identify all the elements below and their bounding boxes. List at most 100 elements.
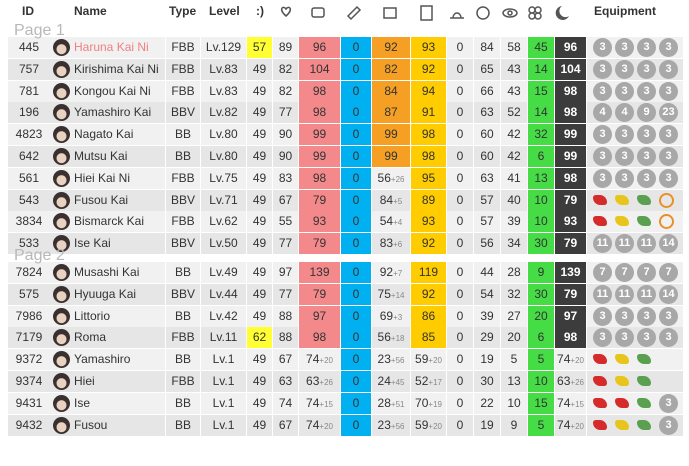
- ship-type: FBB: [166, 167, 200, 189]
- stat-base: 63: [557, 374, 571, 388]
- stat-bonus: +20: [319, 421, 333, 431]
- stat-cell: 93: [411, 211, 446, 233]
- stat-bonus: +26: [390, 174, 405, 184]
- stat-cell: 0: [341, 283, 371, 305]
- avatar: [53, 39, 70, 56]
- stat-cell: 49: [247, 349, 272, 371]
- page-label: Page 1: [14, 22, 65, 39]
- stat-base: 74: [306, 352, 320, 367]
- stat-cell: 10: [501, 392, 527, 414]
- avatar-cell: [50, 283, 72, 305]
- stat-cell: 0: [341, 349, 371, 371]
- stat-cell: 79: [299, 233, 340, 255]
- equipment-slot: 7: [593, 263, 612, 282]
- equipment-slot: 3: [659, 59, 678, 79]
- ship-type: BB: [166, 124, 200, 146]
- stat-cell: 52: [501, 102, 527, 124]
- stat-cell: 92: [411, 58, 446, 80]
- stat-cell: 67: [273, 414, 298, 436]
- header-equipment[interactable]: Equipment: [594, 4, 656, 18]
- ship-level: Lv.11: [201, 327, 246, 349]
- stat-cell: 15: [528, 80, 554, 102]
- stat-cell: 22: [474, 392, 500, 414]
- avatar: [53, 329, 70, 347]
- equipment-icon: [615, 419, 629, 430]
- stat-cell: 49: [247, 80, 272, 102]
- stat-cell: 63: [474, 102, 500, 124]
- ship-level: Lv.49: [201, 262, 246, 283]
- ship-id: 781: [8, 80, 50, 102]
- stat-cell: 89: [273, 37, 298, 58]
- stat-cell: 77: [273, 102, 298, 124]
- equipment-slot: 7: [615, 263, 634, 282]
- ship-type: BB: [166, 392, 200, 414]
- stat-bonus: +20: [319, 356, 333, 366]
- stat-cell: 79: [555, 233, 586, 255]
- avatar: [53, 235, 70, 253]
- stat-cell: 45: [528, 37, 554, 58]
- stat-bonus: +5: [393, 196, 403, 206]
- stat-base: 59: [415, 417, 429, 432]
- equipment-cell: [587, 189, 683, 211]
- ship-id: 561: [8, 167, 50, 189]
- ship-name: Roma: [72, 327, 165, 349]
- ship-id: 9374: [8, 371, 50, 392]
- stat-bonus: +14: [390, 290, 405, 300]
- stat-cell: 79: [299, 189, 340, 211]
- stat-cell: 49: [247, 305, 272, 327]
- stat-cell: 59+20: [411, 414, 446, 436]
- stat-cell: 30: [528, 233, 554, 255]
- stat-cell: 85: [411, 327, 446, 349]
- stat-bonus: +20: [428, 421, 442, 431]
- equipment-slot: 3: [593, 306, 612, 326]
- ship-name: Fusou Kai: [72, 189, 165, 211]
- ship-level: Lv.50: [201, 233, 246, 255]
- equipment-slot: 23: [659, 103, 678, 123]
- ship-name: Musashi Kai: [72, 262, 165, 283]
- ship-id: 7179: [8, 327, 50, 349]
- stat-bonus: +20: [428, 356, 442, 366]
- stat-cell: 13: [528, 167, 554, 189]
- ship-type: BBV: [166, 189, 200, 211]
- ship-type: FBB: [166, 58, 200, 80]
- stat-cell: 20: [501, 327, 527, 349]
- stat-cell: 60: [474, 146, 500, 167]
- stat-cell: 104: [299, 58, 340, 80]
- stat-cell: 28+51: [372, 392, 410, 414]
- stat-cell: 42: [501, 146, 527, 167]
- stat-cell: 74+20: [555, 349, 586, 371]
- stat-cell: 19: [474, 349, 500, 371]
- stat-cell: 99: [555, 124, 586, 146]
- header-type[interactable]: Type: [169, 4, 197, 18]
- ship-name: Littorio: [72, 305, 165, 327]
- header-level[interactable]: Level: [209, 4, 240, 18]
- equipment-slot: 3: [593, 81, 612, 101]
- stat-cell: 88: [273, 305, 298, 327]
- stat-cell: 0: [447, 349, 473, 371]
- stat-cell: 0: [341, 305, 371, 327]
- header-id[interactable]: ID: [22, 4, 34, 18]
- stat-cell: 79: [555, 283, 586, 305]
- stat-cell: 0: [341, 371, 371, 392]
- stat-cell: 95: [411, 167, 446, 189]
- stat-cell: 24+45: [372, 371, 410, 392]
- stat-cell: 0: [447, 37, 473, 58]
- equipment-slot: 3: [593, 59, 612, 79]
- stat-cell: 99: [555, 146, 586, 167]
- stat-cell: 13: [501, 371, 527, 392]
- equipment-slot: 3: [615, 125, 634, 145]
- header-mood[interactable]: :): [256, 4, 264, 18]
- avatar: [53, 285, 70, 303]
- equipment-icon: [593, 419, 607, 430]
- stat-bonus: +17: [428, 378, 442, 387]
- avatar-cell: [50, 189, 72, 211]
- ship-level: Lv.82: [201, 102, 246, 124]
- stat-cell: 63: [474, 167, 500, 189]
- stat-cell: 99: [299, 146, 340, 167]
- header-name[interactable]: Name: [74, 4, 107, 18]
- avatar-cell: [50, 233, 72, 255]
- stat-cell: 119: [411, 262, 446, 283]
- equipment-icon: [637, 419, 651, 430]
- equipment-cell: [587, 349, 683, 371]
